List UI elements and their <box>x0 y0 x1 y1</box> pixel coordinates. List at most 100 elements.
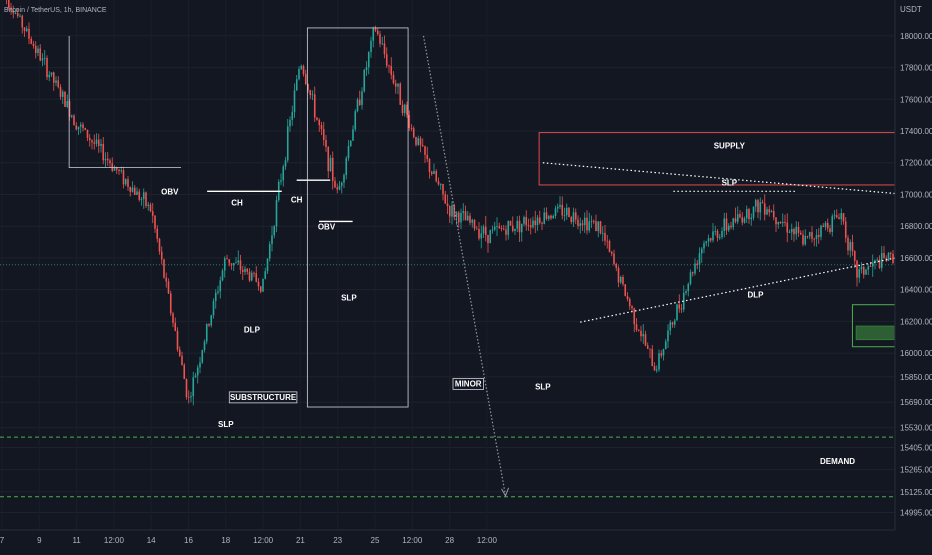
candle-body <box>181 355 183 365</box>
candle-body <box>262 278 264 292</box>
candle-body <box>343 175 345 183</box>
candle-body <box>590 221 593 222</box>
candle-body <box>507 221 510 235</box>
candle-body <box>100 143 102 146</box>
candle-body <box>158 238 161 252</box>
candle-body <box>804 235 807 245</box>
candle-body <box>556 206 559 209</box>
candle-body <box>97 139 100 146</box>
candle-body <box>7 0 10 8</box>
x-tick-label: 12:00 <box>104 536 125 545</box>
candle-body <box>79 124 82 127</box>
candle-body <box>766 209 768 215</box>
candle-body <box>415 136 417 145</box>
candle-body <box>664 341 667 350</box>
annotation-label: MINOR <box>455 379 482 388</box>
candle-body <box>739 214 741 218</box>
candle-body <box>271 235 273 245</box>
candle-body <box>255 273 258 282</box>
candle-body <box>460 212 462 223</box>
candle-body <box>151 211 154 216</box>
candle-body <box>88 137 91 141</box>
candle-body <box>743 218 746 223</box>
candle-body <box>352 129 354 141</box>
candle-body <box>687 283 690 292</box>
candle-body <box>154 215 156 229</box>
candle-body <box>23 27 26 31</box>
candle-body <box>223 258 226 271</box>
candle-body <box>795 226 798 235</box>
candle-body <box>570 217 573 223</box>
candle-body <box>847 237 849 251</box>
candle-body <box>626 296 629 300</box>
minor-arrowhead <box>501 487 510 498</box>
candle-body <box>86 129 89 138</box>
candle-body <box>496 226 498 228</box>
candle-body <box>275 200 278 227</box>
candle-body <box>678 304 681 309</box>
candle-body <box>858 269 861 278</box>
candle-body <box>577 219 579 227</box>
candle-body <box>442 183 444 195</box>
candle-body <box>55 80 57 83</box>
candle-body <box>669 322 672 331</box>
candle-body <box>397 83 399 87</box>
candle-body <box>705 241 708 244</box>
candle-body <box>448 206 451 217</box>
candle-body <box>579 223 582 227</box>
candle-body <box>534 220 537 226</box>
candle-body <box>322 129 325 140</box>
candle-body <box>514 228 516 231</box>
candle-body <box>30 38 33 44</box>
candle-body <box>475 228 478 230</box>
candle-body <box>219 280 222 292</box>
candle-body <box>388 65 390 67</box>
candle-body <box>734 218 737 222</box>
candle-body <box>865 269 867 275</box>
candle-body <box>750 217 753 220</box>
candle-body <box>226 258 228 260</box>
y-tick-label: 15690.00 <box>900 398 932 407</box>
candle-body <box>25 28 28 31</box>
candle-body <box>217 291 219 293</box>
candle-body <box>822 225 825 227</box>
candle-body <box>329 157 332 172</box>
candle-body <box>482 226 485 234</box>
candle-body <box>606 240 609 242</box>
candle-body <box>588 221 591 231</box>
candle-body <box>876 259 879 261</box>
candle-body <box>505 229 507 235</box>
x-tick-label: 23 <box>333 536 342 545</box>
y-tick-label: 17800.00 <box>900 64 932 73</box>
candle-body <box>676 304 678 321</box>
candle-body <box>851 241 854 252</box>
candle-body <box>338 185 341 190</box>
candle-body <box>43 57 46 59</box>
candle-body <box>840 213 843 220</box>
candle-body <box>516 220 519 229</box>
annotation-label: DLP <box>244 325 261 334</box>
candle-body <box>232 262 235 266</box>
candle-body <box>563 215 566 217</box>
candle-body <box>484 226 487 235</box>
candle-body <box>610 251 613 254</box>
candle-body <box>662 349 665 356</box>
candle-body <box>817 234 820 237</box>
candle-body <box>12 10 15 14</box>
trendline-minor-arrow <box>422 35 507 496</box>
candle-body <box>194 375 197 378</box>
annotation-label: SUBSTRUCTURE <box>230 393 297 402</box>
candle-body <box>538 217 541 223</box>
candle-body <box>196 367 199 376</box>
candle-body <box>95 139 98 144</box>
candle-body <box>777 221 780 225</box>
chart-header: Bitcoin / TetherUS, 1h, BINANCE <box>4 7 107 14</box>
candle-body <box>376 30 379 35</box>
candle-body <box>401 104 404 114</box>
candle-body <box>716 230 719 238</box>
candle-body <box>390 65 393 75</box>
candle-body <box>147 204 150 206</box>
candle-body <box>39 48 42 61</box>
candle-body <box>345 158 348 176</box>
